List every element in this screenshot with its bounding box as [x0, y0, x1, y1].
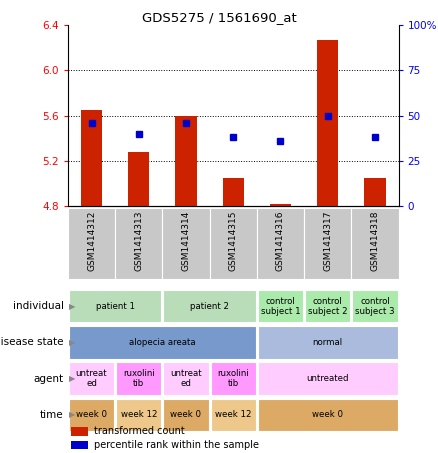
Text: week 0: week 0 [312, 410, 343, 419]
Text: GSM1414313: GSM1414313 [134, 211, 143, 271]
Bar [69, 326, 256, 359]
Bar [116, 362, 162, 395]
Text: individual: individual [13, 301, 64, 311]
Bar [71, 427, 88, 436]
Text: untreat
ed: untreat ed [76, 369, 107, 388]
Text: week 12: week 12 [120, 410, 157, 419]
Bar [69, 290, 162, 323]
Bar [351, 208, 399, 279]
Text: ruxolini
tib: ruxolini tib [217, 369, 249, 388]
Text: ▶: ▶ [69, 410, 75, 419]
Bar [210, 208, 257, 279]
Text: GSM1414312: GSM1414312 [87, 211, 96, 271]
Text: ▶: ▶ [69, 302, 75, 311]
Bar [258, 399, 398, 431]
Bar [364, 178, 385, 206]
Bar [305, 290, 350, 323]
Text: time: time [40, 410, 64, 420]
Text: agent: agent [33, 374, 64, 384]
Text: GSM1414318: GSM1414318 [371, 211, 379, 271]
Bar [115, 208, 162, 279]
Text: GDS5275 / 1561690_at: GDS5275 / 1561690_at [141, 11, 297, 24]
Bar [258, 290, 303, 323]
Bar [211, 399, 256, 431]
Bar [163, 362, 208, 395]
Bar [258, 362, 398, 395]
Bar [211, 362, 256, 395]
Text: untreated: untreated [307, 374, 349, 383]
Bar [317, 40, 338, 206]
Text: week 12: week 12 [215, 410, 251, 419]
Bar [175, 116, 197, 206]
Bar [304, 208, 351, 279]
Text: week 0: week 0 [76, 410, 107, 419]
Text: patient 2: patient 2 [190, 302, 229, 311]
Text: disease state: disease state [0, 337, 64, 347]
Text: ruxolini
tib: ruxolini tib [123, 369, 155, 388]
Text: control
subject 2: control subject 2 [308, 297, 347, 316]
Text: normal: normal [313, 338, 343, 347]
Bar [257, 208, 304, 279]
Text: GSM1414315: GSM1414315 [229, 211, 238, 271]
Text: control
subject 3: control subject 3 [355, 297, 395, 316]
Text: untreat
ed: untreat ed [170, 369, 202, 388]
Bar [68, 208, 115, 279]
Text: control
subject 1: control subject 1 [261, 297, 300, 316]
Text: alopecia areata: alopecia areata [129, 338, 196, 347]
Text: percentile rank within the sample: percentile rank within the sample [94, 440, 259, 450]
Text: GSM1414314: GSM1414314 [181, 211, 191, 271]
Bar [69, 362, 114, 395]
Text: patient 1: patient 1 [95, 302, 134, 311]
Bar [81, 110, 102, 206]
Text: GSM1414317: GSM1414317 [323, 211, 332, 271]
Text: week 0: week 0 [170, 410, 201, 419]
Bar [69, 399, 114, 431]
Bar [128, 152, 149, 206]
Text: ▶: ▶ [69, 374, 75, 383]
Bar [352, 290, 398, 323]
Bar [116, 399, 162, 431]
Text: GSM1414316: GSM1414316 [276, 211, 285, 271]
Bar [223, 178, 244, 206]
Bar [162, 208, 210, 279]
Bar [270, 204, 291, 206]
Text: transformed count: transformed count [94, 426, 185, 436]
Bar [258, 326, 398, 359]
Bar [163, 399, 208, 431]
Bar [163, 290, 256, 323]
Bar [71, 440, 88, 449]
Text: ▶: ▶ [69, 338, 75, 347]
